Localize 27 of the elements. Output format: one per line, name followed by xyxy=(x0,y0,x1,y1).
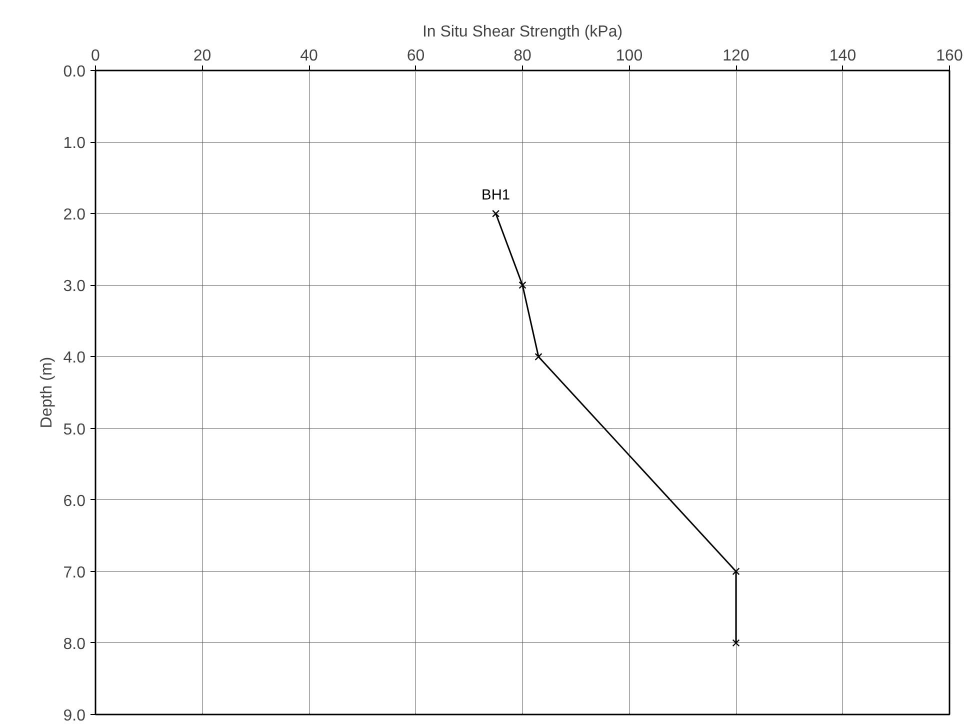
x-tick-label: 20 xyxy=(193,48,212,64)
x-tick-label: 100 xyxy=(616,48,643,64)
x-tick-label: 40 xyxy=(300,48,318,64)
x-tick-label: 160 xyxy=(936,48,963,64)
x-tick-label: 80 xyxy=(514,48,532,64)
point xyxy=(732,568,740,576)
x-tick-label: 120 xyxy=(722,48,750,64)
y-tick-label: 2.0 xyxy=(63,206,86,224)
point xyxy=(534,352,542,361)
x-tick-label: 140 xyxy=(829,48,856,64)
y-tick-label: 8.0 xyxy=(63,636,86,653)
point xyxy=(732,639,740,647)
y-tick-label: 7.0 xyxy=(63,564,86,582)
x-tick-label: 60 xyxy=(406,48,425,64)
point xyxy=(492,210,500,218)
y-tick-label: 1.0 xyxy=(63,135,86,152)
y-tick-label: 5.0 xyxy=(63,421,86,438)
x-tick-label: 0 xyxy=(91,48,100,64)
y-tick-label: 9.0 xyxy=(63,708,86,724)
x-axis-title: In Situ Shear Strength (kPa) xyxy=(422,24,623,40)
y-axis-title: Depth (m) xyxy=(38,356,56,428)
y-tick-label: 3.0 xyxy=(63,278,86,296)
y-tick-label: 0.0 xyxy=(63,64,86,80)
point xyxy=(518,281,526,289)
series-label: BH1 xyxy=(482,188,510,204)
y-tick-label: 6.0 xyxy=(63,492,86,510)
y-tick-label: 4.0 xyxy=(63,350,86,367)
